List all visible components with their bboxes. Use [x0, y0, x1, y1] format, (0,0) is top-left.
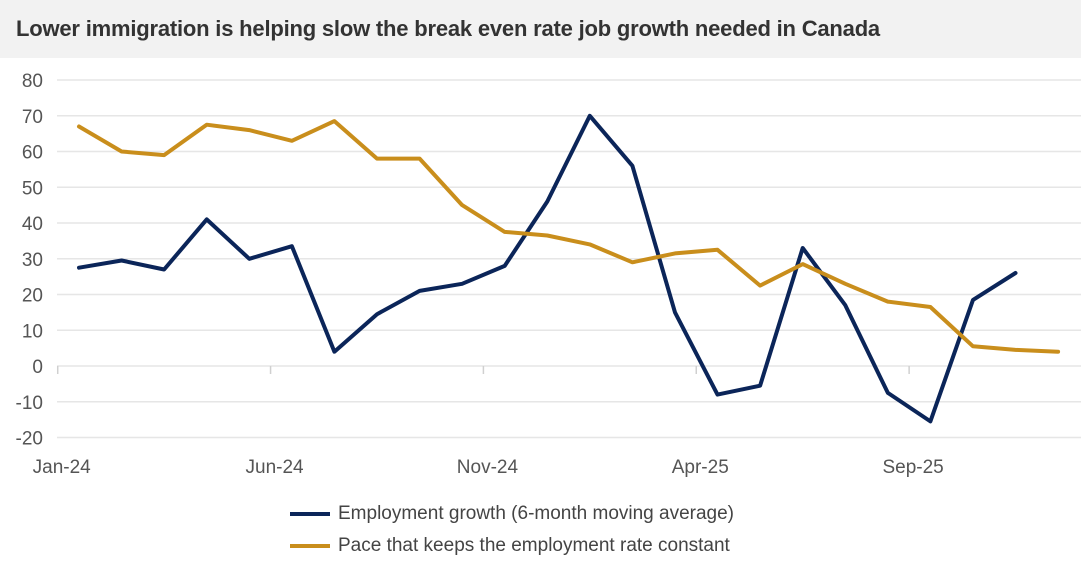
y-tick-label: 20 — [22, 286, 43, 307]
x-tick-label: Jan-24 — [33, 457, 92, 478]
series-line-1 — [77, 119, 1061, 354]
x-tick-label: Sep-25 — [882, 457, 943, 478]
legend-label: Pace that keeps the employment rate cons… — [338, 535, 730, 556]
y-tick-label: 50 — [22, 178, 43, 199]
chart-title: Lower immigration is helping slow the br… — [16, 16, 880, 41]
legend-item-employment-growth: Employment growth (6-month moving averag… — [290, 498, 734, 530]
x-tick-label: Apr-25 — [672, 457, 729, 478]
y-tick-label: 70 — [22, 107, 43, 128]
x-tick-label: Jun-24 — [246, 457, 305, 478]
y-tick-label: 10 — [22, 321, 43, 342]
legend-swatch — [290, 512, 330, 516]
y-tick-label: 60 — [22, 143, 43, 164]
series-line-0 — [77, 113, 1018, 424]
y-tick-label: 80 — [22, 71, 43, 92]
y-tick-label: 30 — [22, 250, 43, 271]
x-tick-label: Nov-24 — [457, 457, 519, 478]
legend-swatch — [290, 544, 330, 548]
y-tick-label: 40 — [22, 214, 43, 235]
title-bar: Lower immigration is helping slow the br… — [0, 0, 1081, 58]
y-tick-label: 0 — [32, 357, 43, 378]
legend-item-break-even-pace: Pace that keeps the employment rate cons… — [290, 530, 734, 562]
y-tick-label: -20 — [16, 429, 43, 450]
legend: Employment growth (6-month moving averag… — [290, 498, 734, 562]
legend-label: Employment growth (6-month moving averag… — [338, 503, 735, 524]
y-tick-label: -10 — [16, 393, 43, 414]
